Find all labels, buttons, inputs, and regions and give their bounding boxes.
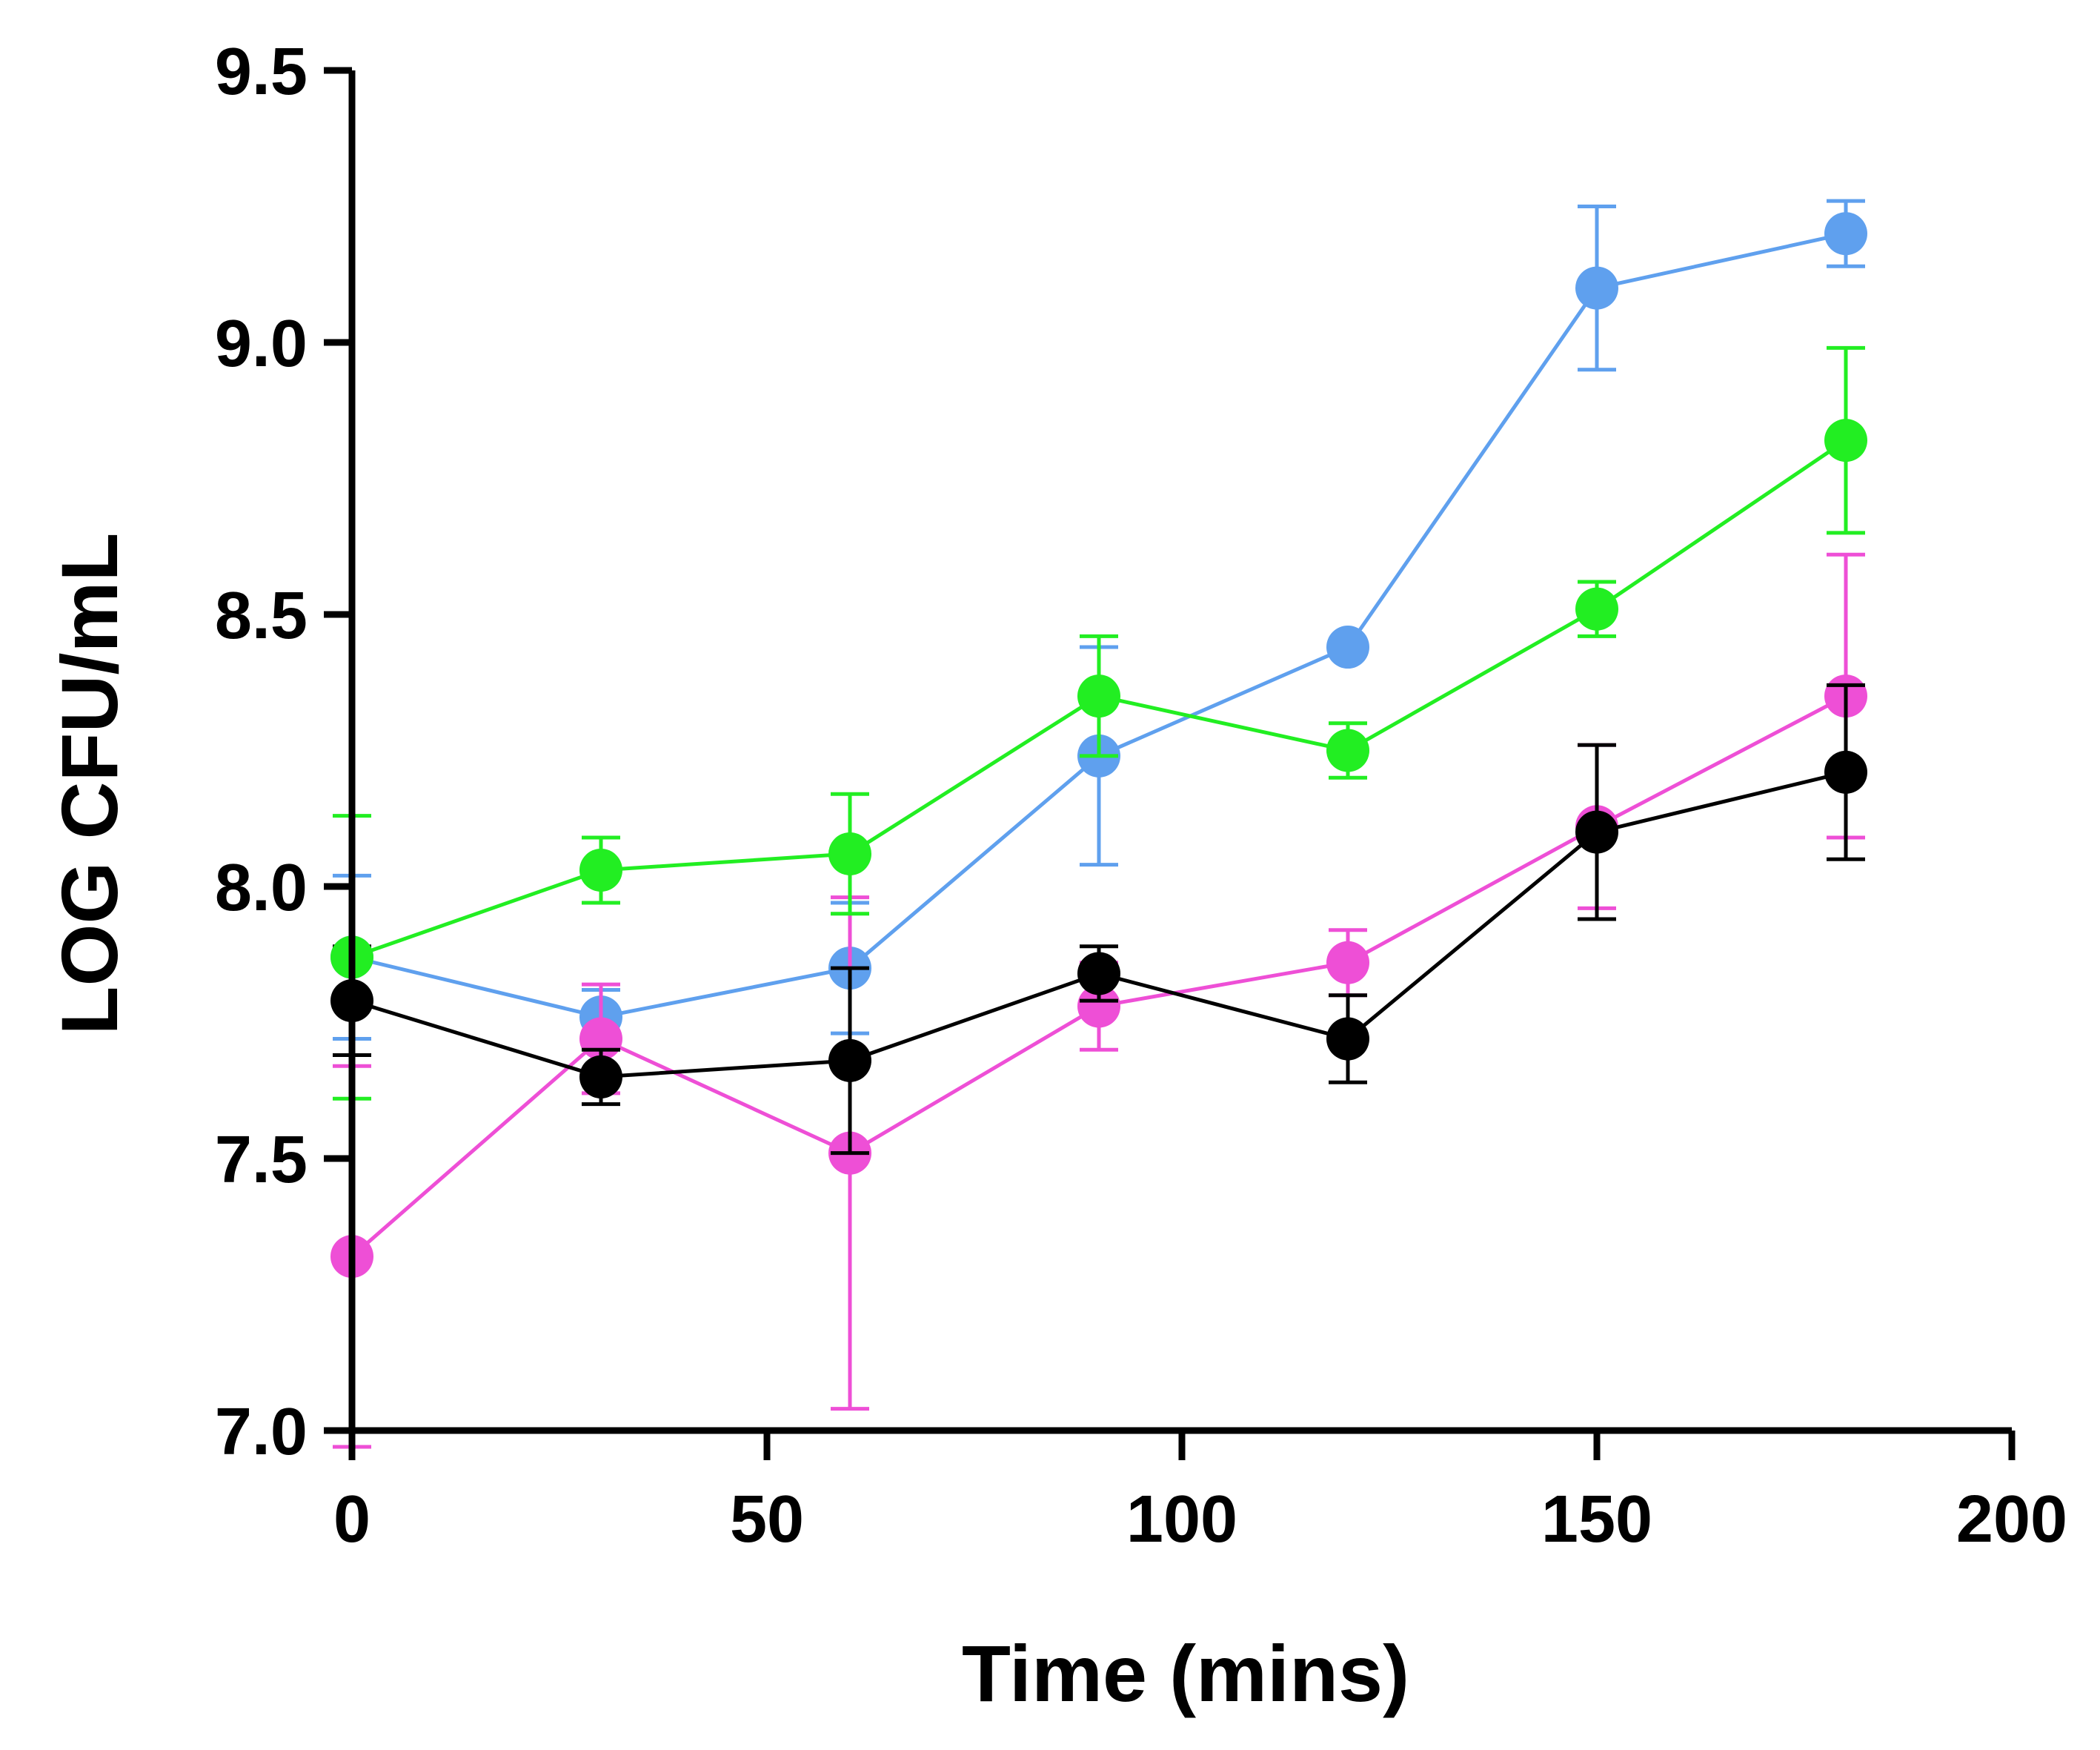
data-point	[1575, 587, 1618, 631]
data-point	[828, 832, 871, 875]
series-line	[351, 231, 1847, 1019]
y-tick-label: 8.5	[215, 579, 308, 653]
y-tick-label: 7.0	[215, 1395, 308, 1469]
data-point	[1326, 626, 1369, 669]
x-axis-title: Time (mins)	[962, 1628, 1409, 1718]
x-tick-label: 150	[1541, 1482, 1652, 1557]
data-point	[1077, 675, 1120, 718]
x-tick-label: 200	[1956, 1482, 2067, 1557]
data-point	[828, 1038, 871, 1082]
data-point	[579, 1055, 622, 1098]
y-axis-title: LOG CFU/mL	[44, 533, 134, 1035]
y-tick-label: 8.0	[215, 851, 308, 925]
data-point	[1575, 810, 1618, 854]
data-point	[1575, 266, 1618, 310]
y-tick-label: 9.5	[215, 35, 308, 109]
data-point	[579, 848, 622, 892]
series-blue	[330, 199, 1867, 1047]
data-point	[1824, 212, 1867, 256]
series-green	[330, 345, 1867, 1101]
plot-area	[330, 199, 1867, 1449]
x-tick-label: 0	[333, 1482, 371, 1557]
x-tick-label: 100	[1126, 1482, 1237, 1557]
data-point	[1326, 1017, 1369, 1061]
data-point	[1824, 419, 1867, 463]
y-tick-label: 9.0	[215, 307, 308, 381]
data-point	[1077, 984, 1120, 1028]
data-point	[1077, 952, 1120, 995]
x-tick-label: 50	[730, 1482, 804, 1557]
data-point	[1824, 750, 1867, 794]
y-axis-ticks: 7.0 7.5 8.0 8.5 9.0 9.5	[215, 35, 352, 1469]
y-tick-label: 7.5	[215, 1123, 308, 1197]
data-point	[1326, 729, 1369, 772]
x-axis-ticks: 0 50 100 150 200	[333, 1431, 2067, 1557]
data-point	[1326, 941, 1369, 984]
